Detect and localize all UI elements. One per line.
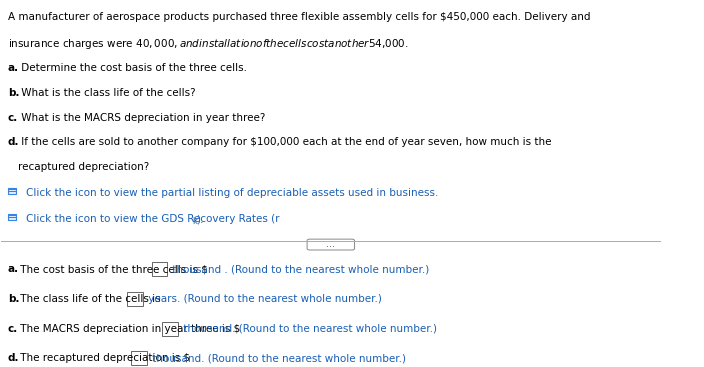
Text: insurance charges were $40,000, and installation of the cells cost another $54,0: insurance charges were $40,000, and inst… [8, 37, 409, 51]
FancyBboxPatch shape [131, 352, 146, 365]
Text: Click the icon to view the GDS Recovery Rates (r: Click the icon to view the GDS Recovery … [27, 214, 280, 225]
Text: a.: a. [8, 264, 19, 274]
Text: ).: ). [196, 214, 204, 225]
Text: thousand. (Round to the nearest whole number.): thousand. (Round to the nearest whole nu… [180, 324, 436, 334]
Text: recaptured depreciation?: recaptured depreciation? [18, 162, 149, 172]
Text: years. (Round to the nearest whole number.): years. (Round to the nearest whole numbe… [145, 294, 382, 304]
Text: k: k [192, 217, 197, 226]
Text: Determine the cost basis of the three cells.: Determine the cost basis of the three ce… [18, 63, 247, 73]
Text: A manufacturer of aerospace products purchased three flexible assembly cells for: A manufacturer of aerospace products pur… [8, 12, 591, 22]
Text: The cost basis of the three cells is $: The cost basis of the three cells is $ [17, 264, 208, 274]
Text: What is the class life of the cells?: What is the class life of the cells? [18, 88, 196, 98]
Text: thousand . (Round to the nearest whole number.): thousand . (Round to the nearest whole n… [170, 264, 429, 274]
Text: Click the icon to view the partial listing of depreciable assets used in busines: Click the icon to view the partial listi… [27, 188, 439, 199]
FancyBboxPatch shape [162, 322, 177, 335]
Text: The class life of the cells is: The class life of the cells is [17, 294, 163, 304]
Text: c.: c. [8, 324, 18, 334]
Text: d.: d. [8, 137, 20, 147]
Text: c.: c. [8, 113, 18, 123]
Text: thousand. (Round to the nearest whole number.): thousand. (Round to the nearest whole nu… [149, 353, 406, 363]
FancyBboxPatch shape [151, 262, 168, 276]
Text: The MACRS depreciation in year three is $: The MACRS depreciation in year three is … [17, 324, 240, 334]
FancyBboxPatch shape [127, 292, 143, 306]
Text: ...: ... [327, 240, 335, 249]
FancyBboxPatch shape [8, 214, 16, 220]
Text: b.: b. [8, 294, 20, 304]
Text: d.: d. [8, 353, 20, 363]
Text: What is the MACRS depreciation in year three?: What is the MACRS depreciation in year t… [18, 113, 265, 123]
Text: The recaptured depreciation is $: The recaptured depreciation is $ [17, 353, 190, 363]
Text: If the cells are sold to another company for $100,000 each at the end of year se: If the cells are sold to another company… [18, 137, 551, 147]
Text: b.: b. [8, 88, 20, 98]
FancyBboxPatch shape [8, 188, 16, 194]
FancyBboxPatch shape [307, 239, 355, 250]
Text: a.: a. [8, 63, 19, 73]
